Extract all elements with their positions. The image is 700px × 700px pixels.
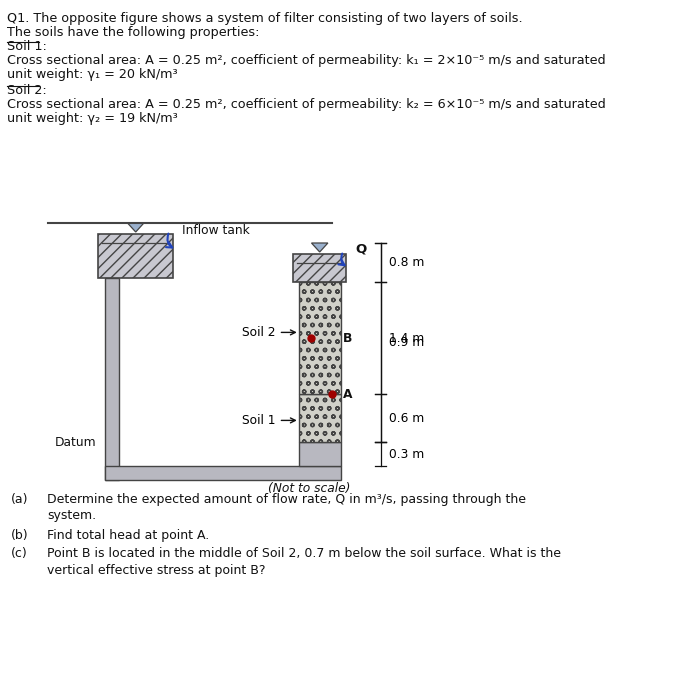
Text: 0.6 m: 0.6 m <box>389 412 424 424</box>
Bar <box>293 254 346 282</box>
Text: 1.4 m: 1.4 m <box>389 332 424 344</box>
Text: unit weight: γ₂ = 19 kN/m³: unit weight: γ₂ = 19 kN/m³ <box>7 112 178 125</box>
Polygon shape <box>312 243 328 252</box>
Text: vertical effective stress at point B?: vertical effective stress at point B? <box>48 564 266 577</box>
Text: unit weight: γ₁ = 20 kN/m³: unit weight: γ₁ = 20 kN/m³ <box>7 68 178 81</box>
Text: (a): (a) <box>11 493 29 506</box>
Text: The soils have the following properties:: The soils have the following properties: <box>7 26 260 39</box>
Polygon shape <box>127 223 144 232</box>
Text: Soil 1:: Soil 1: <box>7 40 47 53</box>
Text: 0.8 m: 0.8 m <box>389 256 424 269</box>
Text: B: B <box>342 332 352 344</box>
Text: Q1. The opposite figure shows a system of filter consisting of two layers of soi: Q1. The opposite figure shows a system o… <box>7 12 523 25</box>
Text: Q: Q <box>355 242 367 256</box>
Bar <box>105 278 119 480</box>
Text: Cross sectional area: A = 0.25 m², coefficient of permeability: k₁ = 2×10⁻⁵ m/s : Cross sectional area: A = 0.25 m², coeff… <box>7 54 606 67</box>
Text: Soil 1: Soil 1 <box>242 414 295 427</box>
Text: system.: system. <box>48 508 97 522</box>
Text: (c): (c) <box>11 547 28 560</box>
Text: Find total head at point A.: Find total head at point A. <box>48 528 209 542</box>
Bar <box>105 466 341 480</box>
Bar <box>299 282 341 394</box>
Bar <box>299 442 341 466</box>
Text: Soil 2:: Soil 2: <box>7 84 47 97</box>
Bar <box>299 394 341 442</box>
Text: Determine the expected amount of flow rate, Q in m³/s, passing through the: Determine the expected amount of flow ra… <box>48 493 526 506</box>
Text: Inflow tank: Inflow tank <box>182 225 250 237</box>
Text: (Not to scale): (Not to scale) <box>269 482 351 495</box>
Text: Soil 2: Soil 2 <box>242 326 295 339</box>
Text: 0.3 m: 0.3 m <box>389 447 424 461</box>
Bar <box>99 234 173 278</box>
Text: Datum: Datum <box>55 435 97 449</box>
Text: Point B is located in the middle of Soil 2, 0.7 m below the soil surface. What i: Point B is located in the middle of Soil… <box>48 547 561 560</box>
Text: 0.9 m: 0.9 m <box>389 336 424 349</box>
Text: Cross sectional area: A = 0.25 m², coefficient of permeability: k₂ = 6×10⁻⁵ m/s : Cross sectional area: A = 0.25 m², coeff… <box>7 98 606 111</box>
Text: (b): (b) <box>11 528 29 542</box>
Text: A: A <box>342 388 352 400</box>
